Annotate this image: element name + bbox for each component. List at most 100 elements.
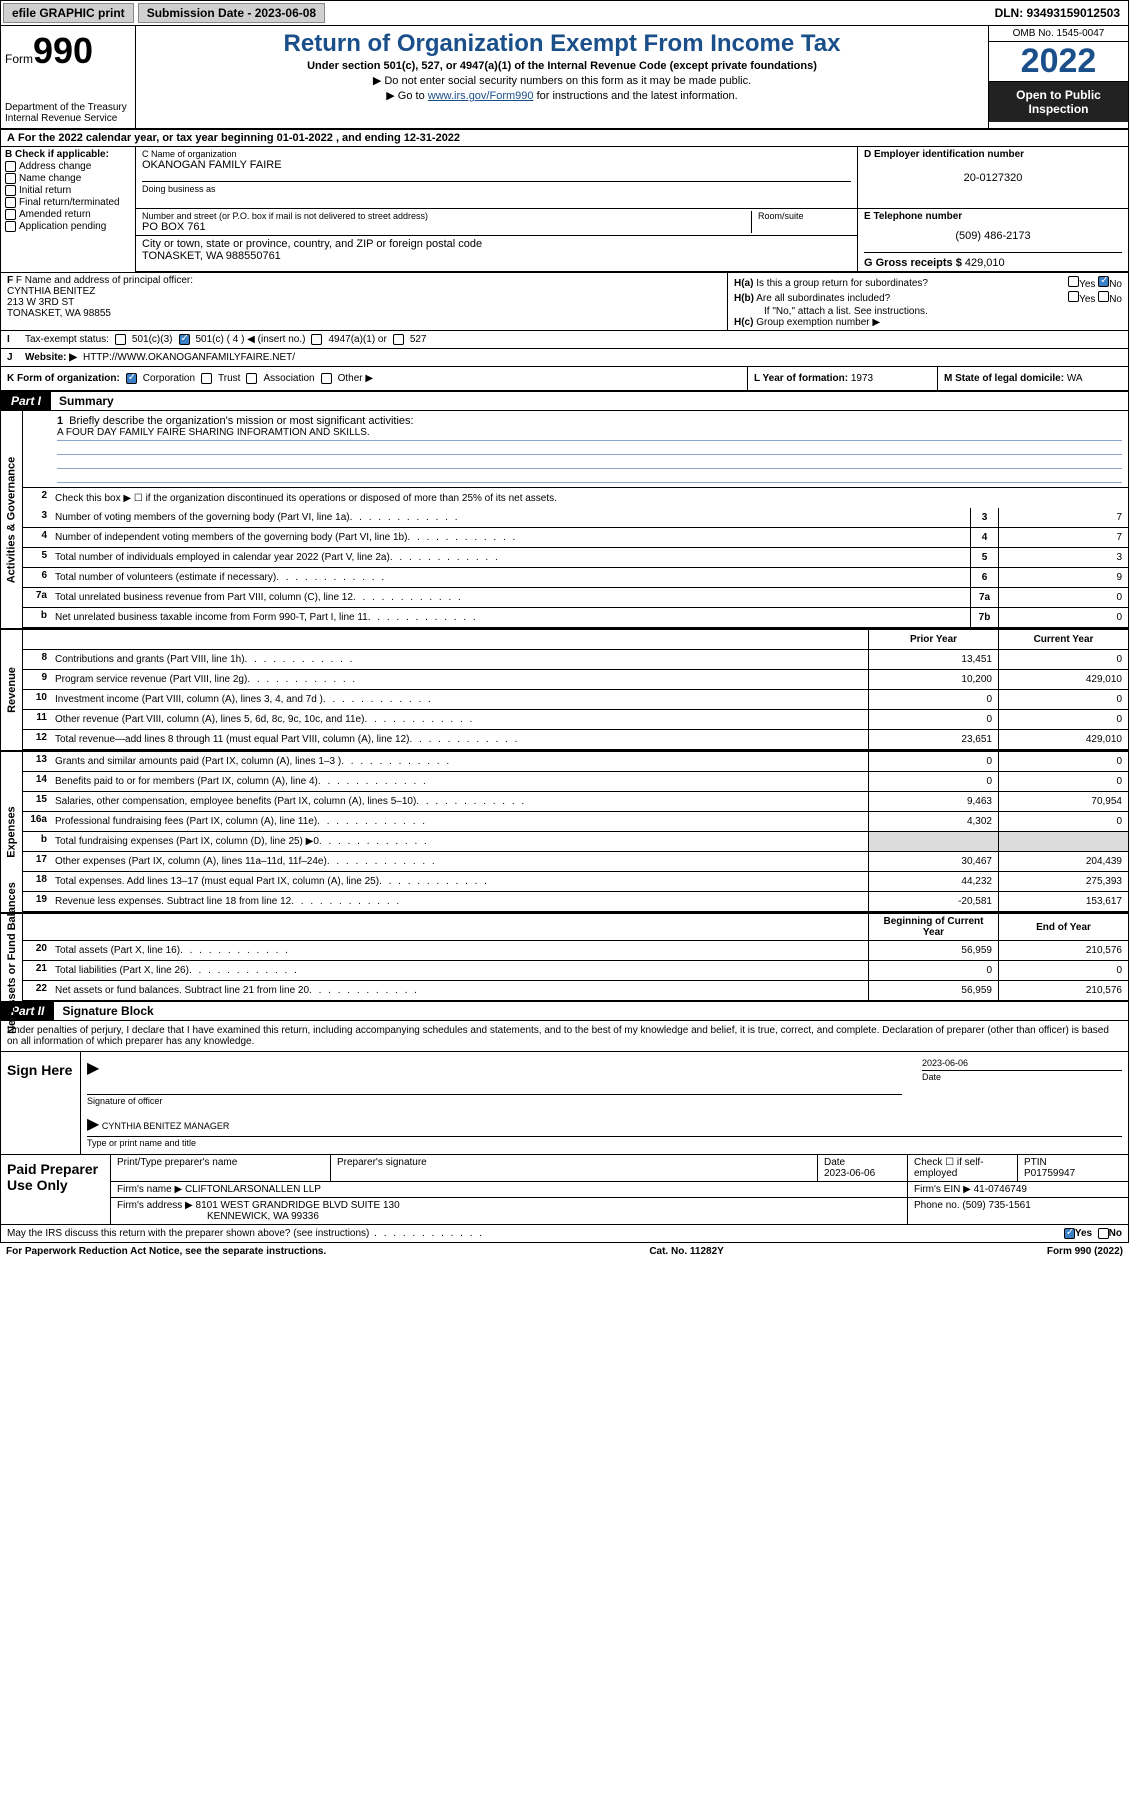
year-formation: 1973 <box>851 373 873 384</box>
chk-other[interactable] <box>321 373 332 384</box>
end-year-hdr: End of Year <box>998 914 1128 940</box>
form990-link[interactable]: www.irs.gov/Form990 <box>428 90 534 102</box>
submission-date: Submission Date - 2023-06-08 <box>138 3 325 23</box>
table-row: 6Total number of volunteers (estimate if… <box>23 568 1128 588</box>
hb-no[interactable] <box>1098 291 1109 302</box>
efile-print-button[interactable]: efile GRAPHIC print <box>3 3 134 23</box>
table-row: 4Number of independent voting members of… <box>23 528 1128 548</box>
state-domicile: WA <box>1067 373 1083 384</box>
table-row: 19Revenue less expenses. Subtract line 1… <box>23 892 1128 912</box>
table-row: 22Net assets or fund balances. Subtract … <box>23 981 1128 1001</box>
chk-corp[interactable] <box>126 373 137 384</box>
table-row: 16aProfessional fundraising fees (Part I… <box>23 812 1128 832</box>
begin-year-hdr: Beginning of Current Year <box>868 914 998 940</box>
chk-address-change[interactable] <box>5 161 16 172</box>
table-row: bTotal fundraising expenses (Part IX, co… <box>23 832 1128 852</box>
expenses-section: Expenses 13Grants and similar amounts pa… <box>0 752 1129 914</box>
form-header: Form 990 Department of the Treasury Inte… <box>0 26 1129 130</box>
signature-intro: Under penalties of perjury, I declare th… <box>0 1021 1129 1052</box>
page-footer: For Paperwork Reduction Act Notice, see … <box>0 1243 1129 1260</box>
chk-527[interactable] <box>393 334 404 345</box>
chk-501c[interactable] <box>179 334 190 345</box>
open-public-badge: Open to Public Inspection <box>989 82 1128 122</box>
form-subtitle: Under section 501(c), 527, or 4947(a)(1)… <box>144 60 980 72</box>
tax-exempt-row: I Tax-exempt status: 501(c)(3) 501(c) ( … <box>0 331 1129 349</box>
ptin: P01759947 <box>1024 1168 1075 1179</box>
table-row: 8Contributions and grants (Part VIII, li… <box>23 650 1128 670</box>
firm-addr1: 8101 WEST GRANDRIDGE BLVD SUITE 130 <box>196 1200 400 1211</box>
sig-officer-label: Signature of officer <box>87 1094 902 1106</box>
line2-text: Check this box ▶ ☐ if the organization d… <box>51 488 1128 508</box>
org-info-section: B Check if applicable: Address change Na… <box>0 147 1129 273</box>
mission-label: Briefly describe the organization's miss… <box>69 415 413 427</box>
city-label: City or town, state or province, country… <box>142 238 851 250</box>
note-goto-post: for instructions and the latest informat… <box>534 90 738 102</box>
firm-ein: 41-0746749 <box>974 1184 1027 1195</box>
line-a-tax-year: A For the 2022 calendar year, or tax yea… <box>0 130 1129 147</box>
ha-yes[interactable] <box>1068 276 1079 287</box>
table-row: 13Grants and similar amounts paid (Part … <box>23 752 1128 772</box>
tax-year: 2022 <box>989 42 1128 82</box>
footer-left: For Paperwork Reduction Act Notice, see … <box>6 1246 326 1257</box>
chk-app-pending[interactable] <box>5 221 16 232</box>
org-name-label: C Name of organization <box>142 149 851 159</box>
header-center: Return of Organization Exempt From Incom… <box>136 26 988 128</box>
footer-mid: Cat. No. 11282Y <box>649 1246 723 1257</box>
org-name: OKANOGAN FAMILY FAIRE <box>142 159 851 171</box>
part1-header: Part I Summary <box>0 392 1129 411</box>
chk-trust[interactable] <box>201 373 212 384</box>
addr-label: Number and street (or P.O. box if mail i… <box>142 211 751 221</box>
irs-label: Internal Revenue Service <box>5 113 131 124</box>
officer-name: CYNTHIA BENITEZ MANAGER <box>102 1121 230 1131</box>
part2-header: Part II Signature Block <box>0 1002 1129 1021</box>
hb-yes[interactable] <box>1068 291 1079 302</box>
chk-501c3[interactable] <box>115 334 126 345</box>
chk-amended[interactable] <box>5 209 16 220</box>
table-row: 17Other expenses (Part IX, column (A), l… <box>23 852 1128 872</box>
website-value: HTTP://WWW.OKANOGANFAMILYFAIRE.NET/ <box>83 352 295 363</box>
paid-preparer-block: Paid Preparer Use Only Print/Type prepar… <box>0 1155 1129 1225</box>
gross-label: G Gross receipts $ <box>864 257 962 269</box>
table-row: 10Investment income (Part VIII, column (… <box>23 690 1128 710</box>
sig-date-label: Date <box>922 1070 1122 1082</box>
table-row: 20Total assets (Part X, line 16)56,95921… <box>23 941 1128 961</box>
table-row: 9Program service revenue (Part VIII, lin… <box>23 670 1128 690</box>
city-value: TONASKET, WA 988550761 <box>142 250 851 262</box>
principal-officer: F F Name and address of principal office… <box>1 273 728 330</box>
prior-year-hdr: Prior Year <box>868 630 998 649</box>
form-title: Return of Organization Exempt From Incom… <box>144 30 980 58</box>
officer-group-row: F F Name and address of principal office… <box>0 273 1129 331</box>
gross-value: 429,010 <box>965 257 1005 269</box>
ein-value: 20-0127320 <box>864 172 1122 184</box>
table-row: 5Total number of individuals employed in… <box>23 548 1128 568</box>
header-right: OMB No. 1545-0047 2022 Open to Public In… <box>988 26 1128 128</box>
table-row: 21Total liabilities (Part X, line 26)00 <box>23 961 1128 981</box>
firm-name: CLIFTONLARSONALLEN LLP <box>185 1184 321 1195</box>
chk-assoc[interactable] <box>246 373 257 384</box>
governance-section: Activities & Governance 1Briefly describ… <box>0 411 1129 630</box>
chk-initial-return[interactable] <box>5 185 16 196</box>
firm-phone: (509) 735-1561 <box>962 1200 1030 1211</box>
dln: DLN: 93493159012503 <box>995 6 1126 20</box>
chk-name-change[interactable] <box>5 173 16 184</box>
table-row: 7aTotal unrelated business revenue from … <box>23 588 1128 608</box>
discuss-yes[interactable] <box>1064 1228 1075 1239</box>
dept-label: Department of the Treasury <box>5 102 131 113</box>
discuss-no[interactable] <box>1098 1228 1109 1239</box>
table-row: 14Benefits paid to or for members (Part … <box>23 772 1128 792</box>
note-ssn: Do not enter social security numbers on … <box>384 75 751 87</box>
ha-no[interactable] <box>1098 276 1109 287</box>
mission-text: A FOUR DAY FAMILY FAIRE SHARING INFORAMT… <box>57 427 1122 441</box>
table-row: 12Total revenue—add lines 8 through 11 (… <box>23 730 1128 750</box>
chk-final-return[interactable] <box>5 197 16 208</box>
officer-name-label: Type or print name and title <box>87 1136 1122 1148</box>
check-applicable: B Check if applicable: Address change Na… <box>1 147 136 272</box>
tel-label: E Telephone number <box>864 211 1122 222</box>
dba-label: Doing business as <box>142 184 851 194</box>
chk-4947[interactable] <box>311 334 322 345</box>
topbar: efile GRAPHIC print Submission Date - 20… <box>0 0 1129 26</box>
table-row: 15Salaries, other compensation, employee… <box>23 792 1128 812</box>
sign-here-block: Sign Here ▶ Signature of officer 2023-06… <box>0 1052 1129 1155</box>
header-left: Form 990 Department of the Treasury Inte… <box>1 26 136 128</box>
sig-date: 2023-06-06 <box>922 1058 1122 1068</box>
